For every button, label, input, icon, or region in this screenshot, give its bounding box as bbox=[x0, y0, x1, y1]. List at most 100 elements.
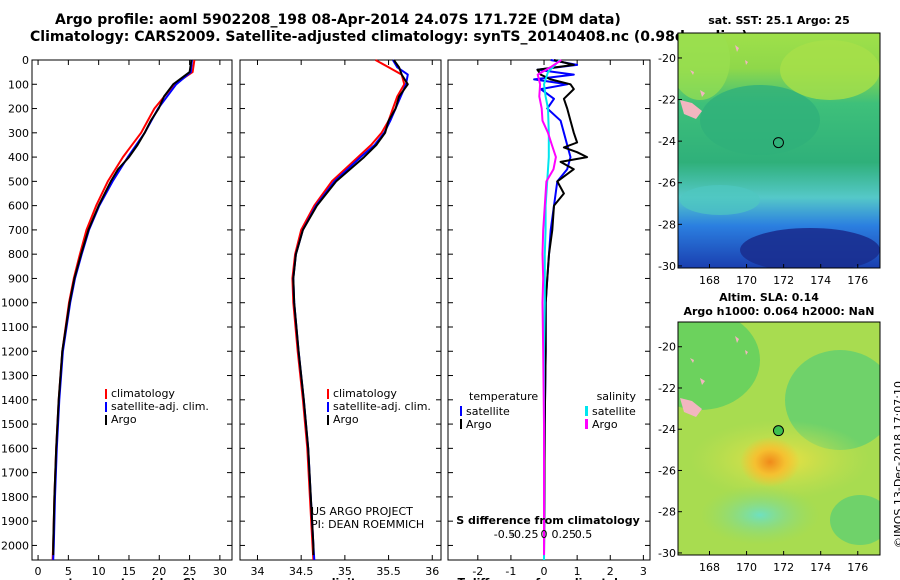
sla-map-ytick-label: -30 bbox=[658, 547, 676, 560]
depth-tick-label: 1300 bbox=[1, 370, 29, 383]
difference-profile-xtick-label: -1 bbox=[505, 565, 516, 578]
difference-profile-frame bbox=[447, 59, 651, 561]
sst-map-xtick-label: 168 bbox=[699, 274, 720, 287]
temperature-profile-xtick-label: 30 bbox=[213, 565, 227, 578]
temperature-profile-legend-label: satellite-adj. clim. bbox=[111, 400, 209, 413]
salinity-profile-series-argo bbox=[292, 59, 409, 556]
depth-tick-label: 1100 bbox=[1, 321, 29, 334]
depth-tick-label: 300 bbox=[8, 127, 29, 140]
temperature-profile-xtick-label: 25 bbox=[183, 565, 197, 578]
diff-legend-t-label: satellite bbox=[466, 405, 510, 418]
sst-map-ytick-label: -24 bbox=[658, 135, 676, 148]
diff-legend-t-swatch bbox=[460, 406, 462, 416]
chart-title-line1: Argo profile: aoml 5902208_198 08-Apr-20… bbox=[55, 12, 621, 28]
depth-tick-label: 1200 bbox=[1, 345, 29, 358]
salinity-profile-xtick-label: 34 bbox=[250, 565, 264, 578]
depth-tick-label: 400 bbox=[8, 151, 29, 164]
sst-map-xtick-label: 174 bbox=[810, 274, 831, 287]
sla-map-ytick-label: -28 bbox=[658, 506, 676, 519]
temperature-profile-legend-swatch bbox=[105, 402, 107, 412]
sla-map-title-line2: Argo h1000: 0.064 h2000: NaN bbox=[683, 305, 874, 318]
sst-map-argo-marker bbox=[772, 137, 784, 149]
sla-map-xtick-label: 174 bbox=[810, 561, 831, 574]
sst-map-xtick-label: 176 bbox=[847, 274, 868, 287]
diff-legend-t-swatch bbox=[460, 419, 462, 429]
sst-map-title: sat. SST: 25.1 Argo: 25 bbox=[708, 14, 850, 27]
temperature-profile-series-climatology bbox=[51, 59, 196, 561]
salinity-profile-panel: 34 34.5 35 35.5 36 salinity climatologysatelli… bbox=[239, 59, 442, 580]
salinity-profile-legend-swatch bbox=[327, 415, 329, 425]
sst-map-ytick-label: -30 bbox=[658, 260, 676, 273]
temperature-profile-legend-label: Argo bbox=[111, 413, 137, 426]
difference-profile-panel: -2 -1 0 1 2 3T difference from climatology tem… bbox=[447, 59, 651, 580]
sla-map-xtick-label: 172 bbox=[773, 561, 794, 574]
diff-legend-s-swatch bbox=[585, 406, 588, 416]
depth-tick-label: 200 bbox=[8, 103, 29, 116]
difference-profile-xlabel: T difference from climatology bbox=[457, 576, 640, 580]
depth-tick-label: 1600 bbox=[1, 442, 29, 455]
salinity-profile-legend-swatch bbox=[327, 389, 329, 399]
sla-map-xtick-label: 176 bbox=[847, 561, 868, 574]
temperature-profile-xtick-label: 20 bbox=[152, 565, 166, 578]
sla-map-argo-marker bbox=[772, 425, 784, 437]
salinity-profile-legend-label: satellite-adj. clim. bbox=[333, 400, 431, 413]
diff-s-tick-label: 0 bbox=[541, 528, 548, 541]
depth-tick-label: 700 bbox=[8, 224, 29, 237]
salinity-profile-frame bbox=[239, 59, 442, 561]
sla-map-ytick-label: -20 bbox=[658, 341, 676, 354]
diff-legend-s-label: satellite bbox=[592, 405, 636, 418]
depth-tick-label: 500 bbox=[8, 175, 29, 188]
sst-map-ytick-label: -28 bbox=[658, 218, 676, 231]
depth-tick-label: 1700 bbox=[1, 467, 29, 480]
temperature-profile-xtick-label: 0 bbox=[35, 565, 42, 578]
salinity-profile-legend-label: climatology bbox=[333, 387, 397, 400]
salinity-profile-xtick-label: 35.5 bbox=[376, 565, 401, 578]
difference-profile-series-t-argo bbox=[536, 59, 589, 556]
sst-map-xtick-label: 170 bbox=[736, 274, 757, 287]
temperature-profile-panel: 0 5 10 15 20 25 300100200300400500600700800900… bbox=[1, 54, 233, 580]
diff-legend-s-swatch bbox=[585, 419, 588, 429]
difference-profile-xtick-label: 2 bbox=[607, 565, 614, 578]
diff-s-axis-label: S difference from climatology bbox=[456, 514, 640, 527]
credit-line1: US ARGO PROJECT bbox=[311, 505, 413, 518]
sst-map-ytick-label: -26 bbox=[658, 177, 676, 190]
depth-tick-label: 2000 bbox=[1, 539, 29, 552]
diff-s-tick-label: 0.5 bbox=[575, 528, 593, 541]
salinity-profile-xtick-label: 35 bbox=[338, 565, 352, 578]
diff-s-tick-label: -0.25 bbox=[510, 528, 538, 541]
temperature-profile-xlabel: temperature (deg C) bbox=[68, 576, 195, 580]
temperature-profile-series-satellite-adj-clim- bbox=[52, 59, 193, 561]
sla-map-ytick-label: -22 bbox=[658, 382, 676, 395]
diff-s-tick-label: 0.25 bbox=[552, 528, 577, 541]
difference-profile-series-t-satellite bbox=[533, 59, 579, 561]
difference-profile-xtick-label: 1 bbox=[574, 565, 581, 578]
salinity-profile-legend-swatch bbox=[327, 402, 329, 412]
sst-map-ytick-label: -22 bbox=[658, 94, 676, 107]
sla-map-frame bbox=[677, 321, 881, 556]
temperature-profile-legend-swatch bbox=[105, 415, 107, 425]
salinity-profile-xtick-label: 34.5 bbox=[289, 565, 314, 578]
depth-tick-label: 1400 bbox=[1, 394, 29, 407]
diff-legend-s-label: Argo bbox=[592, 418, 618, 431]
temperature-profile-xtick-label: 5 bbox=[65, 565, 72, 578]
sla-map-panel: 168 170 172 174 176 -20 -22 -24 -26 -28 -30 bbox=[658, 321, 881, 574]
temperature-profile-legend-label: climatology bbox=[111, 387, 175, 400]
temperature-profile-legend-swatch bbox=[105, 389, 107, 399]
depth-tick-label: 1000 bbox=[1, 297, 29, 310]
depth-tick-label: 1900 bbox=[1, 515, 29, 528]
temperature-profile-series-argo bbox=[52, 59, 193, 556]
salinity-profile-xtick-label: 36 bbox=[425, 565, 439, 578]
sst-map-ytick-label: -20 bbox=[658, 52, 676, 65]
sst-map-image bbox=[678, 33, 880, 268]
sla-map-ytick-label: -26 bbox=[658, 464, 676, 477]
copyright-stamp: ©IMOS 13-Dec-2018 17:07:10 bbox=[892, 381, 900, 548]
sst-map-xtick-label: 172 bbox=[773, 274, 794, 287]
diff-legend-t-label: Argo bbox=[466, 418, 492, 431]
chart-title-line2: Climatology: CARS2009. Satellite-adjuste… bbox=[30, 29, 748, 45]
sst-map-frame bbox=[677, 32, 881, 269]
difference-profile-xtick-label: 3 bbox=[640, 565, 647, 578]
credit-line2: PI: DEAN ROEMMICH bbox=[311, 518, 424, 531]
depth-tick-label: 600 bbox=[8, 200, 29, 213]
sla-map-xtick-label: 168 bbox=[699, 561, 720, 574]
